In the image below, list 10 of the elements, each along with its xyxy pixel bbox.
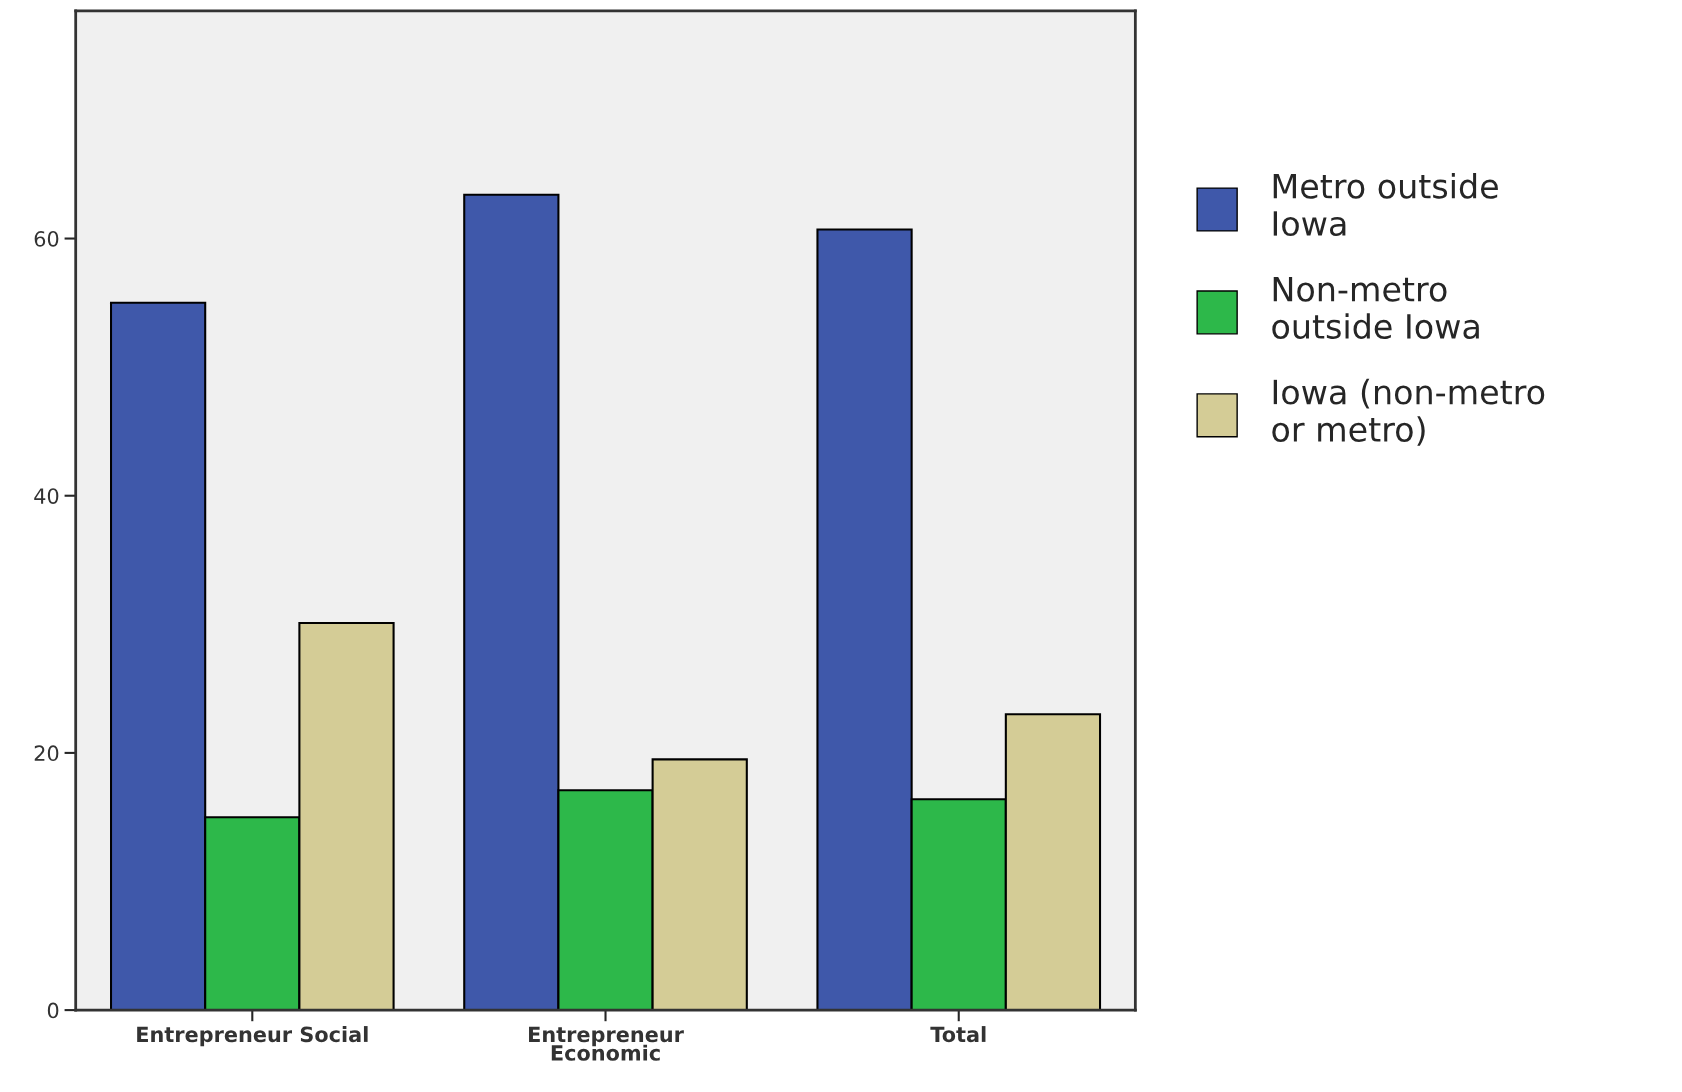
legend-label: Non-metro outside Iowa xyxy=(1272,276,1479,340)
x-tick-label: Total xyxy=(930,1026,986,1043)
legend-label: Iowa (non-metro or metro) xyxy=(1272,378,1545,446)
y-tick-label: 60 xyxy=(34,230,59,247)
y-tick-label: 0 xyxy=(47,1002,59,1019)
x-tick-label: Entrepreneur Economic xyxy=(529,1026,684,1061)
x-tick-label: Entrepreneur Social xyxy=(137,1026,368,1047)
y-tick-label: 20 xyxy=(34,745,59,762)
y-tick-label: 40 xyxy=(34,488,59,504)
legend-label: Metro outside Iowa xyxy=(1273,172,1498,237)
